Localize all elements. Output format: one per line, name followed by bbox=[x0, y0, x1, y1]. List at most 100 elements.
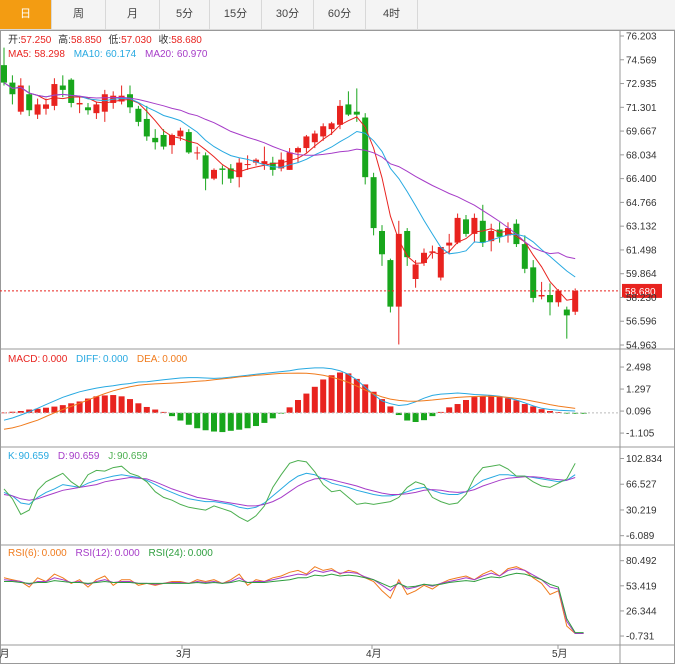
price-tick-label: 63.132 bbox=[626, 222, 657, 233]
candle-body bbox=[34, 104, 41, 115]
candle-body bbox=[311, 133, 318, 143]
candle-body bbox=[353, 111, 360, 115]
macd-bar bbox=[219, 412, 226, 433]
tab-4hour[interactable]: 4时 bbox=[366, 0, 418, 29]
candle-body bbox=[404, 230, 411, 258]
price-tick-label: 54.963 bbox=[626, 341, 657, 352]
macd-bar bbox=[295, 400, 301, 413]
candle-body bbox=[236, 162, 243, 178]
candle-body bbox=[479, 220, 486, 243]
macd-bar bbox=[143, 406, 150, 413]
macd-bar bbox=[429, 412, 436, 417]
candle-body bbox=[185, 132, 192, 153]
macd-bar bbox=[572, 412, 579, 414]
macd-bar bbox=[68, 403, 75, 413]
candle-body bbox=[76, 102, 83, 105]
candle-body bbox=[328, 123, 335, 130]
tab-60min[interactable]: 60分 bbox=[314, 0, 366, 29]
macd-bar bbox=[202, 412, 209, 431]
macd-bar bbox=[530, 406, 537, 413]
candle-body bbox=[471, 217, 478, 234]
axes: 76.203 74.569 72.935 71.301 69.667 68.034 66.4… bbox=[0, 32, 663, 660]
ma20-line bbox=[3, 82, 576, 260]
candle-body bbox=[521, 244, 528, 269]
candle-body bbox=[227, 168, 234, 179]
macd-bar bbox=[76, 401, 83, 413]
candle-body bbox=[395, 233, 402, 307]
candle-body bbox=[68, 79, 75, 103]
macd-bar bbox=[269, 412, 276, 419]
candle-body bbox=[85, 107, 91, 111]
macd-bar bbox=[9, 411, 16, 413]
macd-bar bbox=[547, 411, 553, 413]
ma5-line bbox=[3, 82, 576, 301]
candle-body bbox=[379, 230, 385, 255]
macd-bar bbox=[34, 408, 41, 413]
candle-body bbox=[530, 267, 537, 298]
candle-body bbox=[59, 85, 66, 90]
current-price-label: 58.680 bbox=[625, 287, 656, 298]
candle-body bbox=[261, 161, 268, 165]
macd-dea-line bbox=[3, 372, 576, 430]
macd-bar bbox=[177, 412, 184, 421]
macd-bar bbox=[505, 398, 511, 413]
price-tick-label: 71.301 bbox=[626, 103, 657, 114]
candle-body bbox=[345, 104, 352, 115]
macd-bar bbox=[513, 400, 520, 413]
macd-bar bbox=[127, 399, 133, 413]
candle-body bbox=[454, 217, 461, 243]
candle-body bbox=[43, 104, 49, 109]
macd-bar bbox=[17, 411, 24, 413]
macd-bar bbox=[286, 407, 293, 413]
candle-body bbox=[320, 126, 327, 137]
kdj-panel bbox=[3, 459, 576, 522]
price-tick-label: 72.935 bbox=[626, 79, 657, 90]
tab-15min[interactable]: 15分 bbox=[210, 0, 262, 29]
candle-body bbox=[421, 252, 427, 263]
macd-info: MACD: 0.000 DIFF: 0.000 DEA: 0.000 bbox=[8, 354, 188, 365]
price-tick-label: 74.569 bbox=[626, 55, 657, 66]
candle-body bbox=[278, 159, 285, 169]
macd-bar bbox=[496, 396, 503, 413]
tab-week[interactable]: 周 bbox=[52, 0, 106, 29]
ohlc-info: 开:57.250 高:58.850 低:57.030 收:58.680 bbox=[8, 33, 202, 46]
tab-day[interactable]: 日 bbox=[0, 0, 52, 29]
period-tabs: 日 周 月 5分 15分 30分 60分 4时 bbox=[0, 0, 675, 30]
kdj-info: K:90.659 D:90.659 J:90.659 bbox=[8, 451, 148, 462]
macd-bar bbox=[194, 412, 201, 429]
price-tick-label: 59.864 bbox=[626, 269, 657, 280]
macd-bar bbox=[160, 411, 167, 413]
macd-bar bbox=[169, 412, 175, 417]
candle-body bbox=[437, 246, 444, 278]
macd-bar bbox=[185, 412, 192, 425]
rsi-tick-label: -0.731 bbox=[626, 632, 655, 643]
macd-bar bbox=[521, 404, 528, 413]
price-tick-label: 66.400 bbox=[626, 174, 657, 185]
macd-diff-line bbox=[3, 367, 576, 421]
macd-bar bbox=[118, 396, 125, 413]
tab-5min[interactable]: 5分 bbox=[160, 0, 210, 29]
macd-bar bbox=[227, 412, 234, 431]
macd-bar bbox=[320, 379, 327, 413]
macd-bar bbox=[479, 395, 486, 413]
candle-body bbox=[1, 65, 7, 83]
candle-body bbox=[463, 219, 469, 234]
macd-bar bbox=[353, 378, 360, 413]
macd-bar bbox=[370, 391, 377, 413]
candle-body bbox=[538, 294, 545, 297]
candle-body bbox=[17, 85, 24, 112]
tab-month[interactable]: 月 bbox=[106, 0, 160, 29]
macd-bar bbox=[395, 412, 402, 416]
rsi6-line bbox=[3, 566, 584, 634]
macd-bar bbox=[488, 395, 495, 413]
macd-bar bbox=[555, 412, 562, 413]
rsi-tick-label: 26.344 bbox=[626, 606, 657, 617]
candle-body bbox=[555, 290, 562, 303]
candle-body bbox=[370, 177, 377, 229]
macd-bar bbox=[471, 397, 478, 413]
macd-tick-label: 0.096 bbox=[626, 407, 651, 418]
macd-panel bbox=[0, 367, 620, 433]
tab-30min[interactable]: 30分 bbox=[262, 0, 314, 29]
macd-bar bbox=[51, 406, 58, 413]
kline-chart[interactable]: 58.680 76.203 74.569 72.935 71.301 69.667 68.… bbox=[0, 30, 675, 665]
